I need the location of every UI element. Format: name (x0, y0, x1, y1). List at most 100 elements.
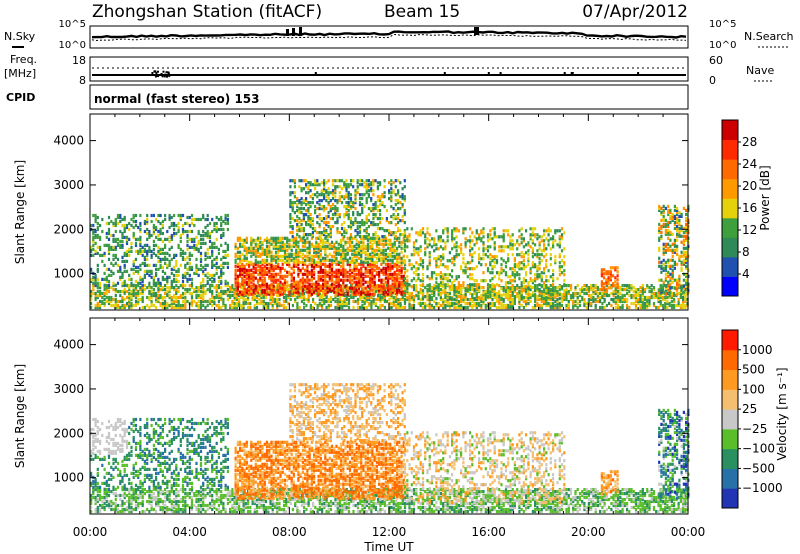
power-cell (340, 223, 344, 227)
power-cell (190, 239, 194, 243)
noise-line (91, 30, 687, 39)
power-cell (614, 297, 617, 302)
power-cell (614, 301, 617, 306)
power-cell (245, 290, 248, 294)
power-cell (666, 299, 669, 304)
power-cell (206, 235, 209, 239)
power-cell (298, 293, 301, 298)
power-cell (348, 260, 352, 264)
power-cell (114, 247, 117, 251)
power-cell (421, 291, 425, 295)
power-cell (375, 248, 378, 252)
power-cell (298, 291, 301, 296)
power-cell (322, 256, 325, 260)
power-cell (677, 301, 680, 306)
power-cell (141, 245, 144, 249)
power-cell (236, 262, 239, 266)
power-cell (263, 250, 266, 254)
power-cell (248, 284, 251, 288)
power-cell (655, 305, 658, 310)
power-cell (397, 199, 400, 203)
power-cell (307, 187, 310, 191)
power-cell (289, 215, 292, 219)
power-cell (202, 277, 205, 281)
power-cell (315, 240, 318, 244)
power-cell (370, 207, 373, 211)
power-cell (193, 217, 196, 222)
power-cell (289, 179, 292, 183)
power-cell (193, 245, 196, 249)
power-cell (387, 284, 390, 288)
power-cell (415, 289, 418, 293)
power-cell (387, 292, 390, 296)
power-cell (397, 229, 400, 233)
power-cell (170, 235, 173, 239)
power-cell (453, 227, 456, 231)
power-cell (391, 250, 394, 254)
power-cell (442, 229, 445, 233)
power-cell (599, 291, 602, 296)
power-cell (121, 231, 124, 236)
power-cell (112, 253, 115, 257)
power-cell (376, 181, 379, 185)
power-cell (538, 293, 541, 298)
power-cell (520, 284, 523, 288)
power-cell (308, 250, 311, 254)
power-cell (334, 213, 337, 217)
power-cell (306, 284, 309, 288)
power-cell (387, 262, 390, 266)
power-cell (199, 284, 203, 288)
power-cell (471, 303, 474, 308)
power-cell (202, 299, 205, 304)
power-cell (362, 262, 365, 266)
power-cell (215, 229, 218, 234)
power-cell (460, 297, 463, 302)
power-cell (641, 284, 644, 288)
power-cell (471, 273, 474, 277)
power-cell (94, 213, 97, 218)
power-cell (406, 297, 409, 302)
power-cell (412, 277, 416, 281)
power-cell (489, 237, 492, 241)
power-cell (603, 299, 606, 304)
power-cell (330, 266, 334, 270)
power-cell (342, 266, 345, 270)
power-cell (152, 279, 155, 283)
power-cell (682, 305, 685, 310)
power-cell (421, 227, 425, 231)
power-cell (390, 183, 393, 187)
freq-point (157, 70, 159, 73)
power-cell (353, 286, 356, 290)
power-cell (373, 284, 376, 288)
power-cell (684, 297, 687, 302)
power-cell (590, 301, 593, 306)
power-cell (518, 301, 521, 306)
power-cell (390, 191, 393, 195)
power-cell (628, 305, 631, 310)
power-cell (272, 258, 275, 262)
power-cell (234, 246, 237, 250)
power-cell (617, 303, 620, 308)
power-cell (462, 269, 465, 273)
power-cell (469, 249, 472, 253)
power-cell (137, 237, 140, 241)
power-cell (353, 274, 356, 278)
power-cell (402, 260, 405, 264)
power-cell (292, 252, 295, 256)
power-cell (337, 252, 340, 256)
power-cell (335, 246, 338, 250)
power-cell (211, 279, 214, 283)
power-cell (375, 266, 378, 270)
power-cell (367, 183, 370, 187)
power-cell (105, 243, 108, 247)
freq-point (161, 75, 164, 78)
power-cell (279, 246, 282, 250)
power-cell (400, 276, 403, 280)
power-cell (502, 303, 505, 308)
power-cell (301, 272, 304, 276)
power-cell (260, 301, 263, 306)
power-cell (211, 241, 214, 245)
power-cell (202, 233, 205, 238)
power-cell (351, 260, 354, 264)
power-cell (657, 297, 660, 302)
